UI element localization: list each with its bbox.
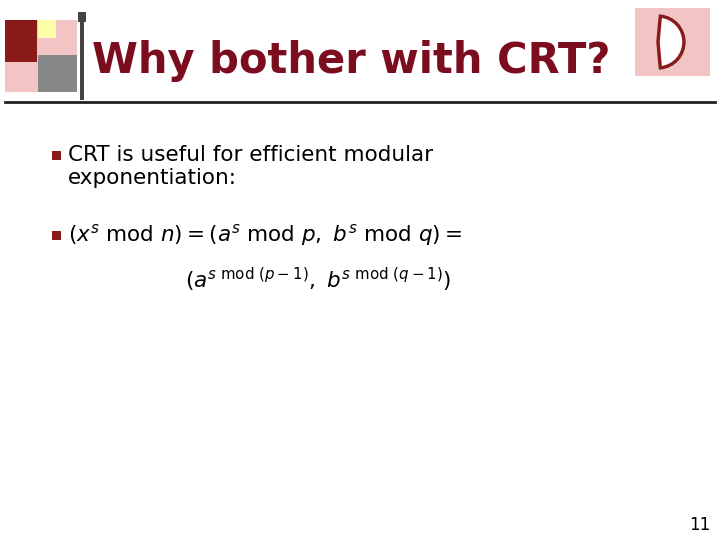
- Bar: [52, 151, 61, 159]
- Bar: [78, 12, 86, 22]
- Bar: [5, 20, 77, 92]
- Text: $(x^s\ \mathrm{mod}\ n) = (a^s\ \mathrm{mod}\ p,\ b^s\ \mathrm{mod}\ q) =$: $(x^s\ \mathrm{mod}\ n) = (a^s\ \mathrm{…: [68, 222, 462, 248]
- Bar: [38, 55, 77, 92]
- Bar: [5, 20, 37, 62]
- Bar: [38, 20, 56, 38]
- Wedge shape: [658, 14, 686, 70]
- Text: 11: 11: [689, 516, 710, 534]
- Text: exponentiation:: exponentiation:: [68, 168, 237, 188]
- Text: CRT is useful for efficient modular: CRT is useful for efficient modular: [68, 145, 433, 165]
- Text: Why bother with CRT?: Why bother with CRT?: [92, 40, 611, 82]
- Text: $(a^{s\ \mathrm{mod}\ (p-1)},\ b^{s\ \mathrm{mod}\ (q-1)})$: $(a^{s\ \mathrm{mod}\ (p-1)},\ b^{s\ \ma…: [185, 266, 451, 294]
- Bar: [52, 231, 61, 240]
- Bar: [80, 12, 84, 100]
- Bar: [635, 8, 710, 76]
